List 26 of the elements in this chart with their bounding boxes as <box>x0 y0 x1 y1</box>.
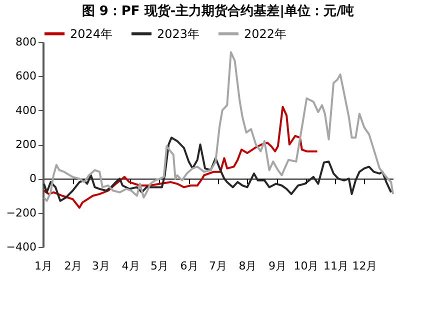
x-tick-label: 7月 <box>209 260 228 272</box>
y-tick-label: 600 <box>16 70 36 83</box>
x-tick-label: 8月 <box>238 260 257 272</box>
y-tick-label: −200 <box>6 206 36 220</box>
x-tick-label: 1月 <box>34 260 52 272</box>
chart-title: 图 9：PF 现货-主力期货合约基差|单位：元/吨 <box>82 3 354 19</box>
x-tick-label: 12月 <box>352 260 378 272</box>
x-tick-label: 3月 <box>92 260 110 272</box>
line-series <box>42 106 318 209</box>
x-tick-label: 2月 <box>64 260 82 272</box>
y-tick-label: 400 <box>16 104 36 117</box>
legend-label: 2024年 <box>70 26 113 41</box>
x-tick-label: 10月 <box>294 260 319 272</box>
y-tick-label: −400 <box>6 240 36 254</box>
x-tick-label: 6月 <box>180 260 198 272</box>
line-series <box>42 51 394 202</box>
y-tick-label: 200 <box>16 138 36 151</box>
legend-label: 2023年 <box>157 26 200 41</box>
x-tick-label: 11月 <box>323 260 348 272</box>
y-tick-label: 800 <box>16 36 36 48</box>
line-series <box>42 136 392 202</box>
x-tick-label: 5月 <box>150 260 169 272</box>
x-tick-label: 4月 <box>122 260 140 272</box>
legend-label: 2022年 <box>244 26 287 41</box>
x-tick-label: 9月 <box>268 260 286 272</box>
y-tick-label: 0 <box>30 172 36 186</box>
